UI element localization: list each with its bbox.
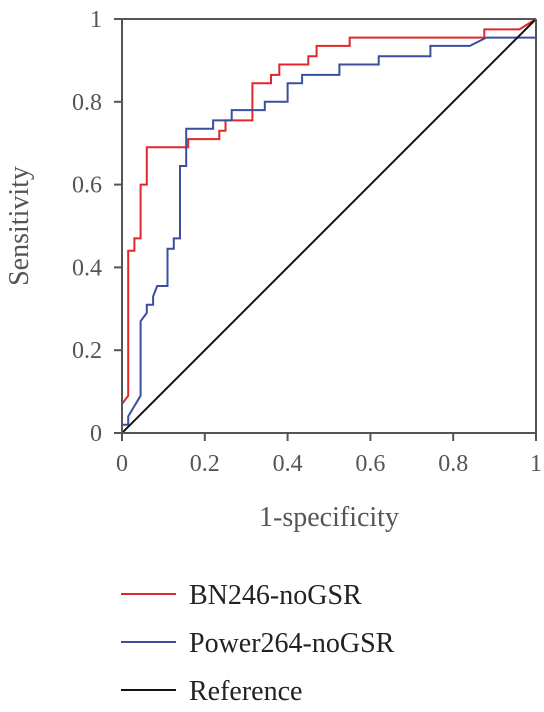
x-tick-label: 0.2: [190, 451, 220, 477]
series-line-1: [121, 36, 536, 433]
ticks: 0 0.2 0.4 0.6 0.8 1 0 0.2 0.4 0.6 0.8 1: [72, 7, 542, 477]
legend: BN246-noGSR Power264-noGSR Reference: [121, 580, 395, 707]
plot-lines: [121, 18, 537, 434]
x-tick-label: 0.8: [438, 451, 468, 477]
series-line-0: [121, 18, 537, 425]
y-tick-label: 0.8: [72, 90, 102, 116]
x-tick-label: 0.6: [355, 451, 385, 477]
legend-label-2: Reference: [189, 676, 302, 707]
y-tick-label: 0: [90, 421, 102, 447]
legend-label-0: BN246-noGSR: [189, 580, 362, 611]
y-tick-label: 0.6: [72, 173, 102, 199]
y-tick-label: 1: [90, 7, 102, 33]
y-axis-title: Sensitivity: [4, 166, 35, 286]
x-tick-label: 0.4: [273, 451, 303, 477]
axes: [121, 18, 537, 434]
y-tick-label: 0.2: [72, 338, 102, 364]
series-line-2: [121, 18, 537, 434]
legend-label-1: Power264-noGSR: [189, 628, 395, 659]
x-tick-label: 1: [530, 451, 542, 477]
y-tick-label: 0.4: [72, 255, 102, 281]
x-axis-title: 1-specificity: [259, 502, 399, 533]
x-tick-label: 0: [116, 451, 128, 477]
